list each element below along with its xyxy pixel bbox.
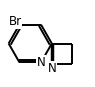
Text: N: N [37, 56, 45, 69]
Text: Br: Br [9, 15, 22, 28]
Text: N: N [47, 62, 56, 75]
